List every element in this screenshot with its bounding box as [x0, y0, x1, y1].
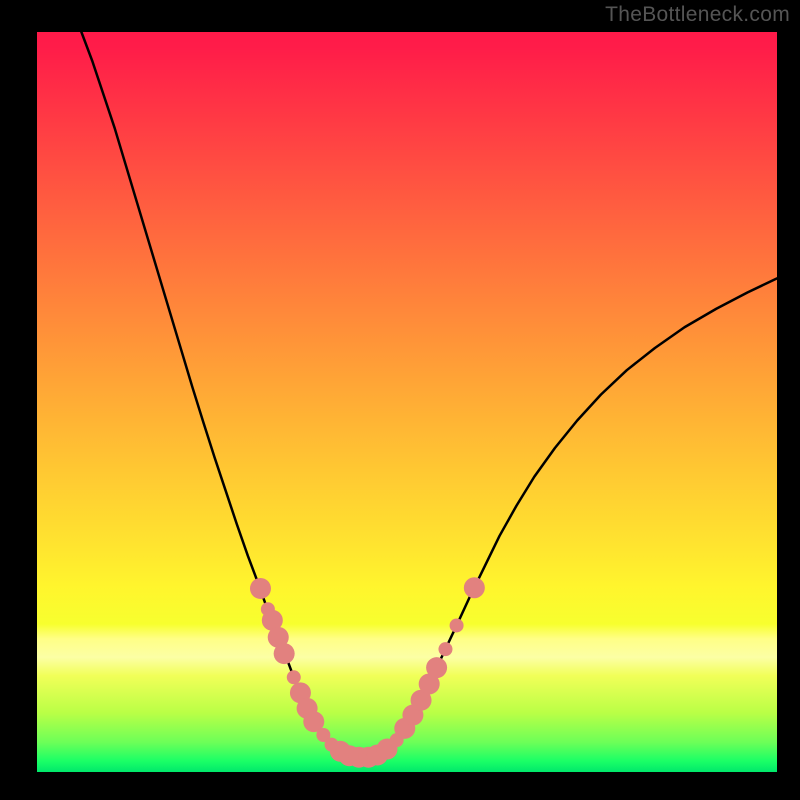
curve-marker [274, 643, 295, 664]
curve-marker [450, 618, 464, 632]
curve-marker [250, 578, 271, 599]
chart-svg [37, 32, 777, 772]
plot-area [37, 32, 777, 772]
curve-marker [464, 577, 485, 598]
chart-background [37, 32, 777, 772]
curve-marker [426, 657, 447, 678]
curve-marker [438, 642, 452, 656]
watermark-text: TheBottleneck.com [605, 3, 790, 27]
chart-frame: TheBottleneck.com [0, 0, 800, 800]
curve-marker [287, 670, 301, 684]
